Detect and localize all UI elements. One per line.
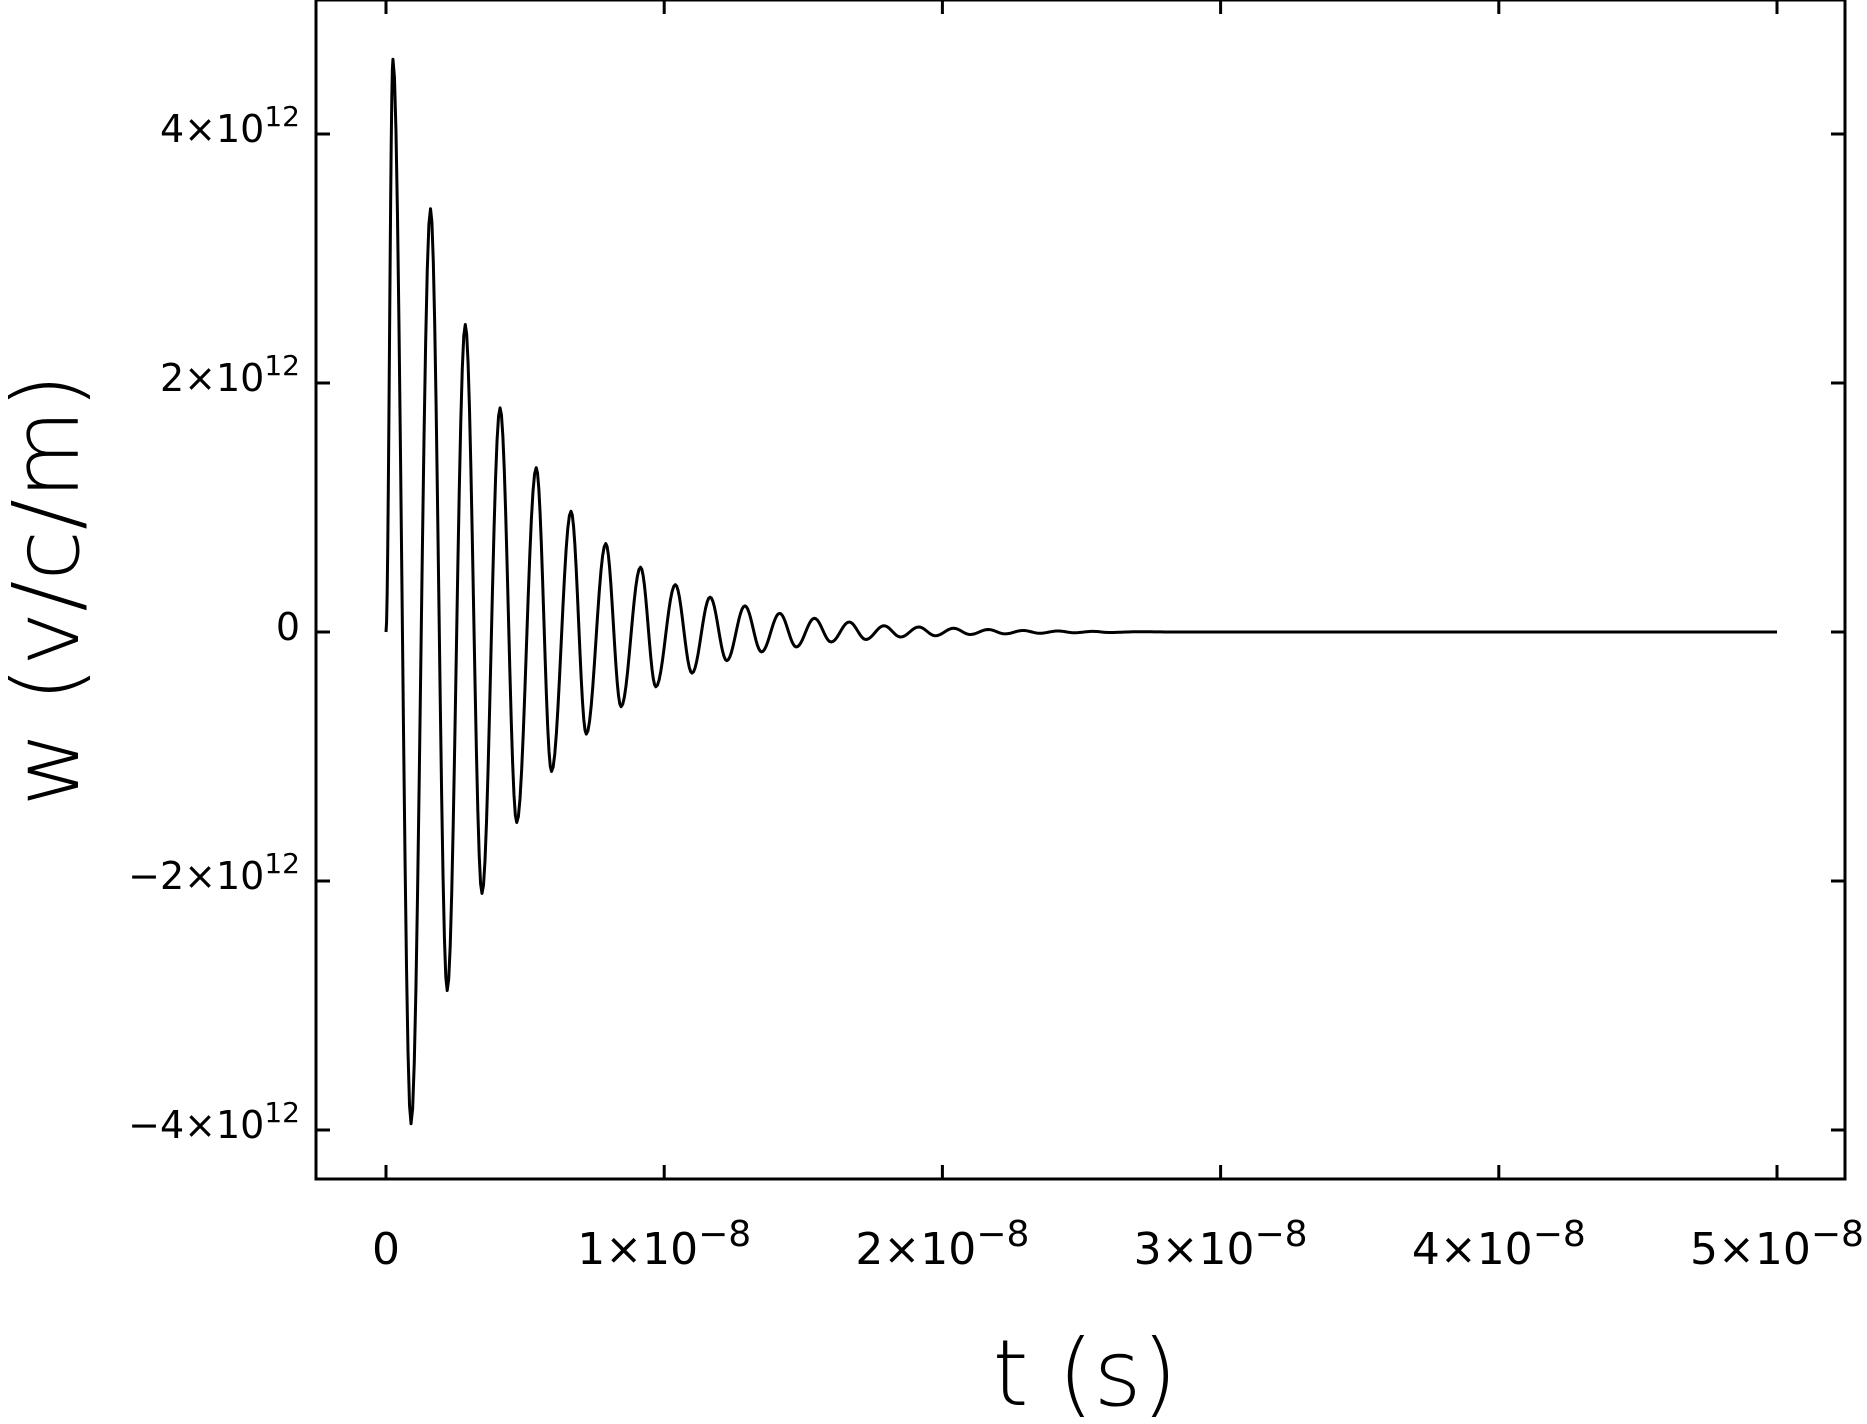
x-tick-label: 2×10−8 <box>855 1214 1029 1275</box>
x-tick-labels: 0 1×10−8 2×10−8 3×10−8 4×10−8 5×10−8 <box>372 1214 1864 1275</box>
plot-frame <box>314 0 1847 1181</box>
x-tick-label: 5×10−8 <box>1690 1214 1864 1275</box>
y-ticks <box>316 132 1845 1132</box>
y-tick-label: 4×1012 <box>160 100 300 151</box>
x-tick-label: 0 <box>372 1224 400 1275</box>
x-tick-label: 1×10−8 <box>577 1214 751 1275</box>
y-tick-label: −4×1012 <box>128 1096 300 1147</box>
y-tick-labels: 4×1012 2×1012 0 −2×1012 −4×1012 <box>128 100 300 1147</box>
y-tick-label: 2×1012 <box>160 349 300 400</box>
x-tick-label: 3×10−8 <box>1134 1214 1308 1275</box>
x-axis-title: t (s) <box>992 1320 1177 1424</box>
x-ticks <box>384 0 1779 1179</box>
y-axis-title: w (v/c/m) <box>0 374 100 807</box>
y-tick-label: −2×1012 <box>128 847 300 898</box>
y-tick-label: 0 <box>276 605 300 649</box>
series-line-w <box>384 57 1777 1126</box>
x-tick-label: 4×10−8 <box>1412 1214 1586 1275</box>
